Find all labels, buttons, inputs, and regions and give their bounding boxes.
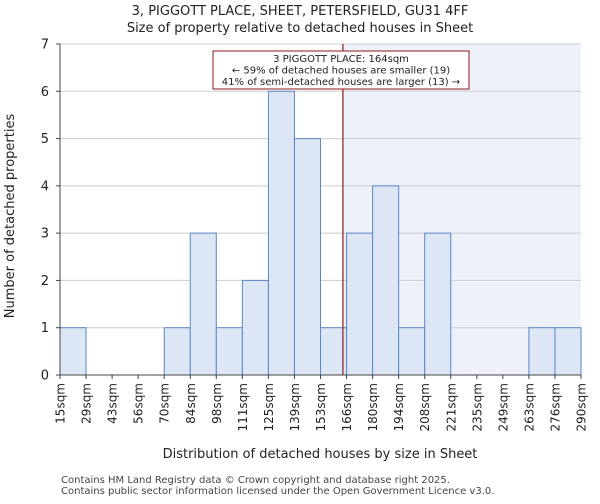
x-tick-label-290sqm: 290sqm [575, 383, 589, 431]
x-tick-label-70sqm: 70sqm [158, 383, 172, 424]
y-tick-label-6: 6 [41, 85, 49, 100]
x-tick-label-139sqm: 139sqm [288, 383, 302, 431]
y-tick-label-4: 4 [41, 179, 49, 194]
bar-98sqm [215, 327, 243, 376]
x-tick-label-180sqm: 180sqm [366, 383, 380, 431]
x-tick-label-166sqm: 166sqm [340, 383, 354, 431]
y-tick-label-7: 7 [41, 38, 49, 53]
annotation-line-3: 41% of semi-detached houses are larger (… [222, 77, 460, 88]
x-tick-label-111sqm: 111sqm [236, 383, 250, 431]
x-tick-label-208sqm: 208sqm [418, 383, 432, 431]
bar-276sqm [554, 327, 582, 376]
bar-15sqm [59, 327, 87, 376]
chart-title-line2: Size of property relative to detached ho… [127, 21, 473, 36]
bar-153sqm [320, 327, 348, 376]
x-tick-label-194sqm: 194sqm [392, 383, 406, 431]
y-axis-label: Number of detached properties [3, 114, 18, 319]
x-tick-label-56sqm: 56sqm [132, 383, 146, 424]
bar-166sqm [346, 232, 374, 376]
bar-208sqm [424, 232, 452, 376]
footer-line-1: Contains HM Land Registry data © Crown c… [61, 475, 450, 486]
footer: Contains HM Land Registry data © Crown c… [61, 475, 494, 497]
bar-194sqm [398, 327, 426, 376]
x-tick-label-125sqm: 125sqm [262, 383, 276, 431]
bar-125sqm [267, 90, 295, 376]
bar-84sqm [189, 232, 217, 376]
y-tick-label-2: 2 [41, 274, 49, 289]
annotation-frame [212, 50, 470, 90]
x-tick-label-29sqm: 29sqm [80, 383, 94, 424]
x-tick-label-153sqm: 153sqm [314, 383, 328, 431]
y-tick-label-1: 1 [41, 321, 49, 336]
x-axis-label: Distribution of detached houses by size … [163, 447, 478, 462]
bar-111sqm [241, 279, 269, 376]
annotation-line-2: ← 59% of detached houses are smaller (19… [232, 66, 450, 77]
y-tick-label-0: 0 [41, 369, 49, 384]
x-tick-label-221sqm: 221sqm [444, 383, 458, 431]
x-tick-label-235sqm: 235sqm [470, 383, 484, 431]
bar-70sqm [163, 327, 191, 376]
annotation-box: 3 PIGGOTT PLACE: 164sqm← 59% of detached… [212, 50, 470, 90]
bar-263sqm [528, 327, 556, 376]
x-tick-label-276sqm: 276sqm [548, 383, 562, 431]
x-tick-label-84sqm: 84sqm [184, 383, 198, 424]
x-tick-label-43sqm: 43sqm [106, 383, 120, 424]
x-tick-label-98sqm: 98sqm [210, 383, 224, 424]
x-tick-label-15sqm: 15sqm [54, 383, 68, 424]
y-tick-label-5: 5 [41, 132, 49, 147]
footer-line-2: Contains public sector information licen… [61, 486, 495, 497]
bar-180sqm [372, 185, 400, 376]
plot-area: 0 1 2 3 4 5 6 7 15sqm 29sqm 43sqm 56sqm 70sqm 84sqm 98… [41, 38, 589, 432]
annotation-line-1: 3 PIGGOTT PLACE: 164sqm [273, 54, 409, 65]
x-tick-label-263sqm: 263sqm [522, 383, 536, 431]
bar-139sqm [293, 138, 322, 376]
y-tick-label-3: 3 [41, 227, 49, 242]
x-tick-label-249sqm: 249sqm [496, 383, 510, 431]
chart-title-line1: 3, PIGGOTT PLACE, SHEET, PETERSFIELD, GU… [132, 4, 469, 19]
